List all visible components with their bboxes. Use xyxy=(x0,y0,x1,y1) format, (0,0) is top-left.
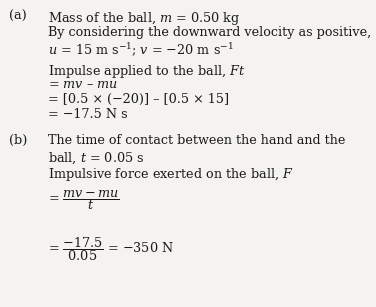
Text: = $\dfrac{-17.5}{0.05}$ = −350 N: = $\dfrac{-17.5}{0.05}$ = −350 N xyxy=(48,235,174,263)
Text: Impulsive force exerted on the ball, $F$: Impulsive force exerted on the ball, $F$ xyxy=(48,165,293,183)
Text: = $\dfrac{mv - mu}{t}$: = $\dfrac{mv - mu}{t}$ xyxy=(48,188,120,212)
Text: (b): (b) xyxy=(9,134,28,147)
Text: Impulse applied to the ball, $Ft$: Impulse applied to the ball, $Ft$ xyxy=(48,63,245,80)
Text: By considering the downward velocity as positive,: By considering the downward velocity as … xyxy=(48,26,371,39)
Text: ball, $t$ = 0.05 s: ball, $t$ = 0.05 s xyxy=(48,150,144,166)
Text: $u$ = 15 m s$^{-1}$; $v$ = −20 m s$^{-1}$: $u$ = 15 m s$^{-1}$; $v$ = −20 m s$^{-1}… xyxy=(48,42,233,60)
Text: = $mv$ – $mu$: = $mv$ – $mu$ xyxy=(48,78,118,91)
Text: = [0.5 × (−20)] – [0.5 × 15]: = [0.5 × (−20)] – [0.5 × 15] xyxy=(48,93,229,106)
Text: (a): (a) xyxy=(9,10,27,23)
Text: = −17.5 N s: = −17.5 N s xyxy=(48,108,127,121)
Text: Mass of the ball, $m$ = 0.50 kg: Mass of the ball, $m$ = 0.50 kg xyxy=(48,10,240,27)
Text: The time of contact between the hand and the: The time of contact between the hand and… xyxy=(48,134,345,147)
